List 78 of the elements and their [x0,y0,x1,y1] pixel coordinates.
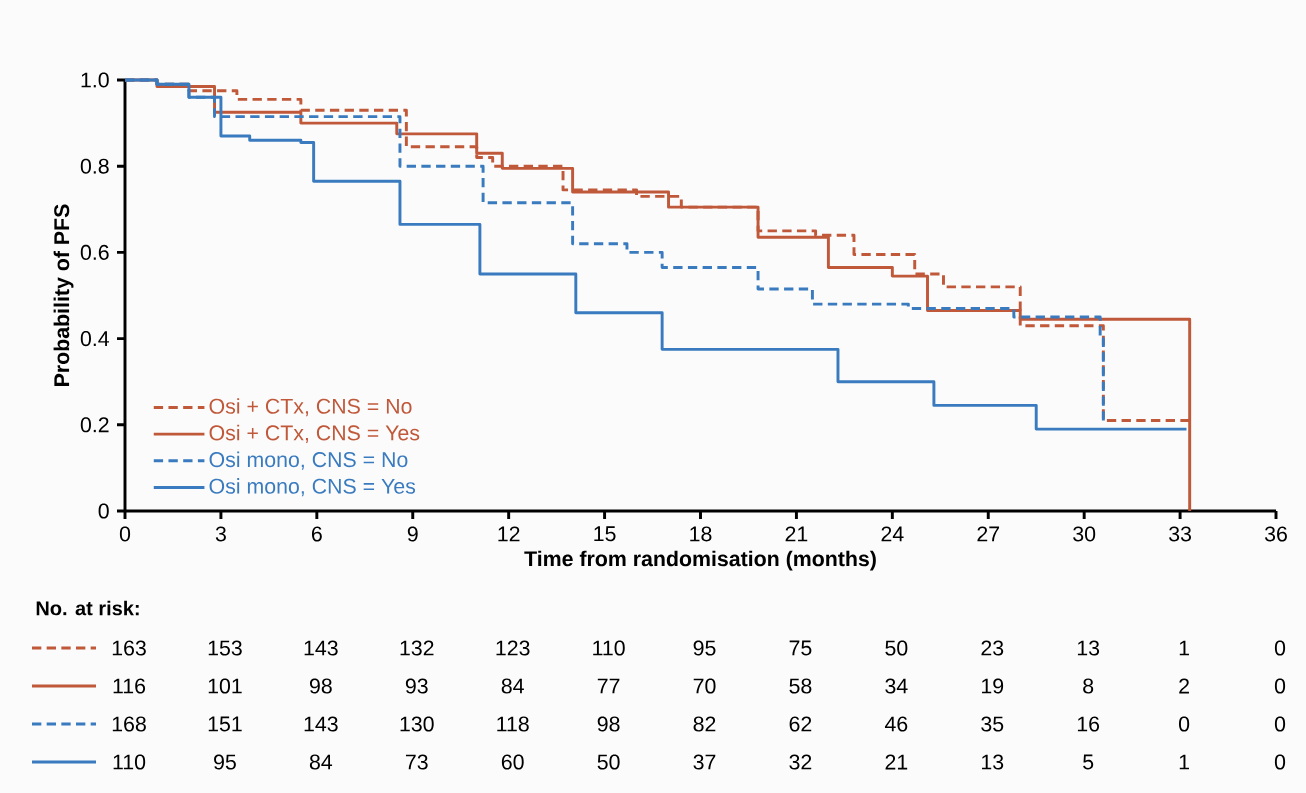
text: 84 [309,754,333,770]
text: 50 [597,754,620,770]
y-axis-title: Probability of PFS [53,204,74,386]
y-tick-label: 0.8 [80,158,109,174]
text: 70 [693,678,716,694]
y-tick-label: 0.2 [80,417,109,433]
x-tick-label: 30 [1073,526,1096,542]
text: 143 [304,640,338,656]
x-tick-label: 12 [498,526,520,542]
y-tick-label: 0 [98,503,109,519]
text: 118 [497,716,529,732]
text: 151 [208,716,242,732]
text: No. at risk: [36,600,139,616]
text: 77 [597,678,620,694]
text: 95 [693,640,716,656]
x-tick-label: 24 [881,526,904,542]
text: 13 [1077,640,1100,656]
text: 0 [1274,754,1286,770]
x-tick-label: 21 [785,526,808,542]
legend-label: Osi + CTx, CNS = Yes [209,424,420,443]
x-tick-label: 6 [311,526,322,542]
text: 116 [113,678,146,694]
x-tick-label: 27 [977,526,1000,542]
text: 84 [501,678,524,694]
text: 37 [693,754,716,770]
text: 101 [208,678,242,694]
text: 0 [1274,678,1286,694]
x-axis-title: Time from randomisation (months) [524,550,876,571]
text: 143 [304,716,338,732]
x-tick-label: 3 [215,526,226,542]
text: 132 [400,640,434,656]
legend-label: Osi mono, CNS = No [209,451,408,470]
text: 13 [982,754,1004,770]
text: 23 [981,640,1004,656]
text: 0 [1274,716,1286,732]
text: 130 [400,716,434,732]
text: 50 [885,640,908,656]
text: 8 [1083,678,1094,694]
text: 32 [789,754,812,770]
text: 16 [1077,716,1100,732]
x-tick-label: 33 [1169,526,1191,542]
text: 35 [981,716,1004,732]
text: 93 [405,678,428,694]
text: 60 [501,754,524,770]
text: 98 [597,716,620,732]
text: 98 [309,678,332,694]
text: 46 [884,716,908,732]
x-tick-label: 15 [594,526,616,542]
text: 0 [1179,716,1190,732]
text: 163 [112,640,146,656]
text: 1 [1179,754,1189,770]
legend-label: Osi mono, CNS = Yes [209,478,416,497]
text: 73 [405,754,428,770]
text: 95 [214,754,236,770]
y-tick-label: 1.0 [81,72,109,88]
text: 1 [1179,640,1189,656]
x-tick-label: 18 [690,526,712,542]
text: 153 [208,640,242,656]
text: 21 [885,754,908,770]
text: 168 [112,716,146,732]
y-tick-label: 0.4 [80,331,109,347]
text: 19 [982,678,1004,694]
x-tick-label: 36 [1264,526,1287,542]
x-tick-label: 9 [407,526,418,542]
text: 123 [496,640,530,656]
text: 0 [1274,640,1286,656]
legend-label: Osi + CTx, CNS = No [209,398,412,417]
text: 58 [789,678,812,694]
text: 2 [1179,678,1189,694]
text: 82 [693,716,716,732]
text: 110 [113,754,146,770]
text: 62 [789,716,812,732]
text: 75 [789,640,812,656]
text: 34 [885,678,908,694]
y-tick-label: 0.6 [80,244,109,260]
text: 110 [593,640,625,656]
text: 5 [1083,754,1094,770]
x-tick-label: 0 [119,526,131,542]
